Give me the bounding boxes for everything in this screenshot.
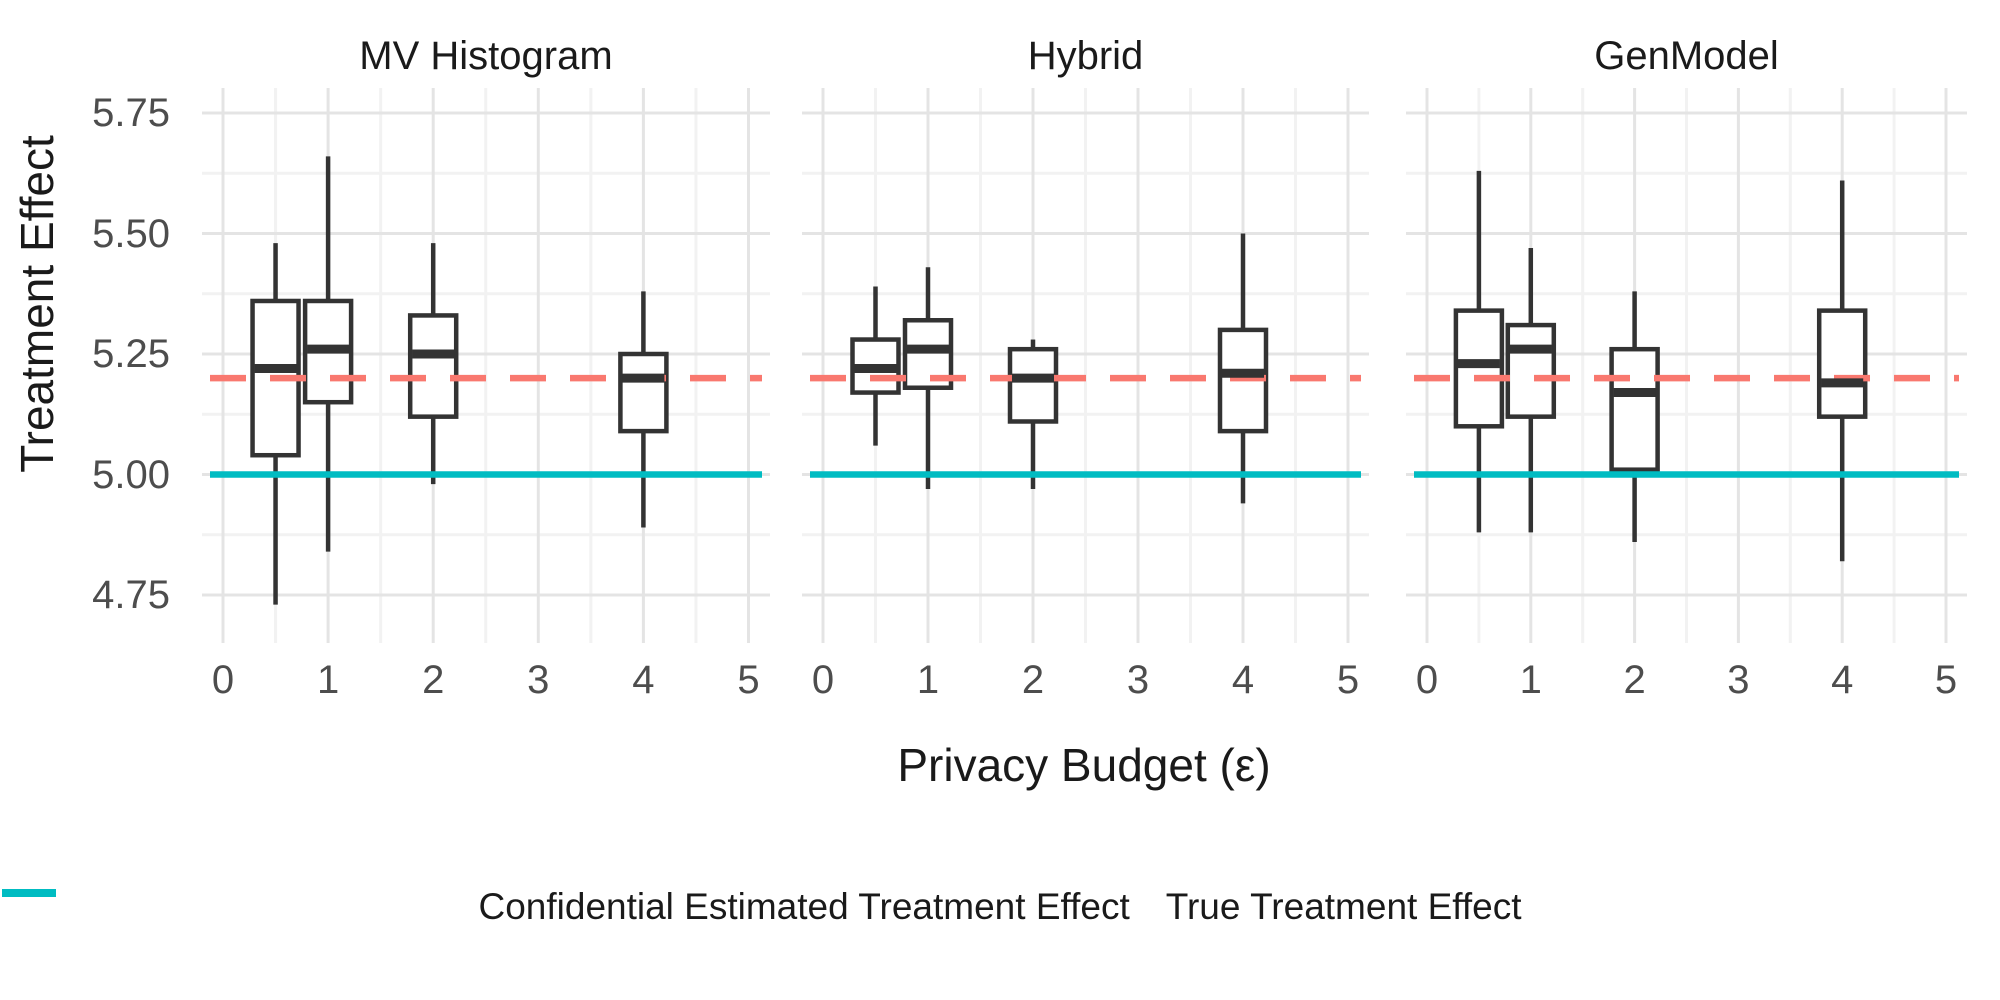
y-axis-title: Treatment Effect	[11, 135, 63, 473]
facet-title-hybrid: Hybrid	[1027, 34, 1144, 78]
facet-title-genmodel: GenModel	[1594, 34, 1779, 78]
x-tick-label: 0	[811, 658, 835, 702]
x-tick-label: 3	[1126, 658, 1150, 702]
x-tick-label: 2	[1623, 658, 1646, 702]
y-tick-label: 5.50	[92, 211, 170, 256]
y-tick-label: 5.75	[92, 91, 170, 135]
x-tick-label: 5	[1934, 658, 1958, 702]
x-tick-label: 1	[916, 658, 940, 702]
x-tick-label: 0	[1415, 658, 1439, 702]
legend-label-true: True Treatment Effect	[1165, 886, 1522, 927]
x-tick-label: 1	[316, 658, 340, 702]
box	[407, 313, 459, 419]
x-tick-label: 3	[1727, 658, 1750, 702]
legend-item-true: True Treatment Effect	[2, 886, 1522, 928]
x-tick-label: 4	[632, 658, 655, 702]
x-axis-title: Privacy Budget (ε)	[0, 738, 2000, 792]
x-tick-label: 2	[422, 658, 445, 702]
legend: Confidential Estimated Treatment Effect …	[0, 886, 2000, 928]
x-tick-label: 4	[1231, 658, 1255, 702]
box	[1453, 308, 1505, 429]
box	[1007, 346, 1059, 424]
solid-line-key-icon	[2, 889, 56, 897]
y-tick-label: 5.25	[92, 332, 170, 376]
y-tick-label: 4.75	[92, 573, 170, 617]
x-tick-label: 1	[1519, 658, 1542, 702]
x-axis-title-text: Privacy Budget (ε)	[897, 739, 1271, 791]
box	[618, 351, 669, 434]
x-tick-label: 2	[1021, 658, 1045, 702]
box	[1609, 346, 1660, 472]
x-tick-label: 5	[1336, 658, 1360, 702]
box	[902, 318, 954, 390]
legend-item-confidential: Confidential Estimated Treatment Effect	[2, 886, 1130, 928]
box	[1505, 322, 1557, 419]
y-tick-label: 5.00	[92, 452, 170, 497]
facet-title-mv-histogram: MV Histogram	[359, 34, 613, 78]
x-tick-label: 4	[1831, 658, 1854, 702]
x-tick-label: 3	[527, 658, 550, 702]
box	[1816, 308, 1868, 419]
x-tick-label: 5	[737, 658, 760, 702]
x-tick-label: 0	[211, 658, 235, 702]
legend-label-confidential: Confidential Estimated Treatment Effect	[478, 886, 1130, 927]
